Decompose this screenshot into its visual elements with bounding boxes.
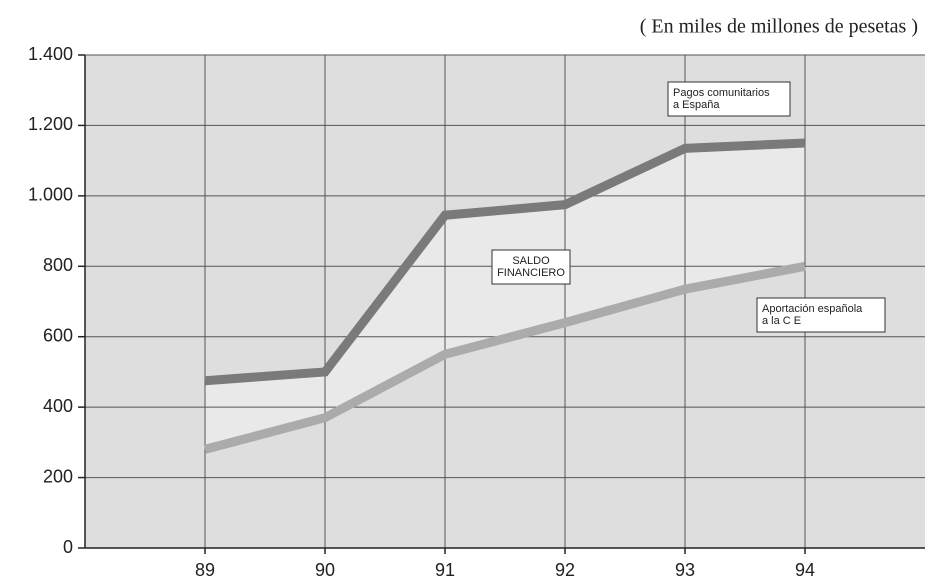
series-line [203,261,806,454]
series-label-box [756,297,886,333]
x-tick-label: 92 [555,560,575,580]
series-label: Aportación española [762,303,863,315]
series-label: a España [673,99,720,111]
series-line [204,138,806,386]
x-tick-label: 91 [435,560,455,580]
area-label: SALDO [512,255,550,267]
x-tick-label: 94 [795,560,815,580]
chart-subtitle: ( En miles de millones de pesetas ) [640,16,918,38]
y-tick-label: 1.200 [28,114,73,134]
y-tick-label: 0 [63,537,73,557]
y-tick-label: 1.400 [28,44,73,64]
y-tick-label: 800 [43,255,73,275]
x-tick-label: 90 [315,560,335,580]
series-label: Pagos comunitarios [673,87,770,99]
y-tick-label: 200 [43,466,73,486]
x-tick-label: 89 [195,560,215,580]
series-label-box [667,81,791,117]
y-tick-label: 400 [43,396,73,416]
x-tick-label: 93 [675,560,695,580]
y-tick-label: 600 [43,325,73,345]
series-label: a la C E [762,315,801,327]
y-tick-label: 1.000 [28,185,73,205]
saldo-area [205,143,805,450]
area-label: FINANCIERO [497,267,565,279]
area-label-box [491,249,571,285]
